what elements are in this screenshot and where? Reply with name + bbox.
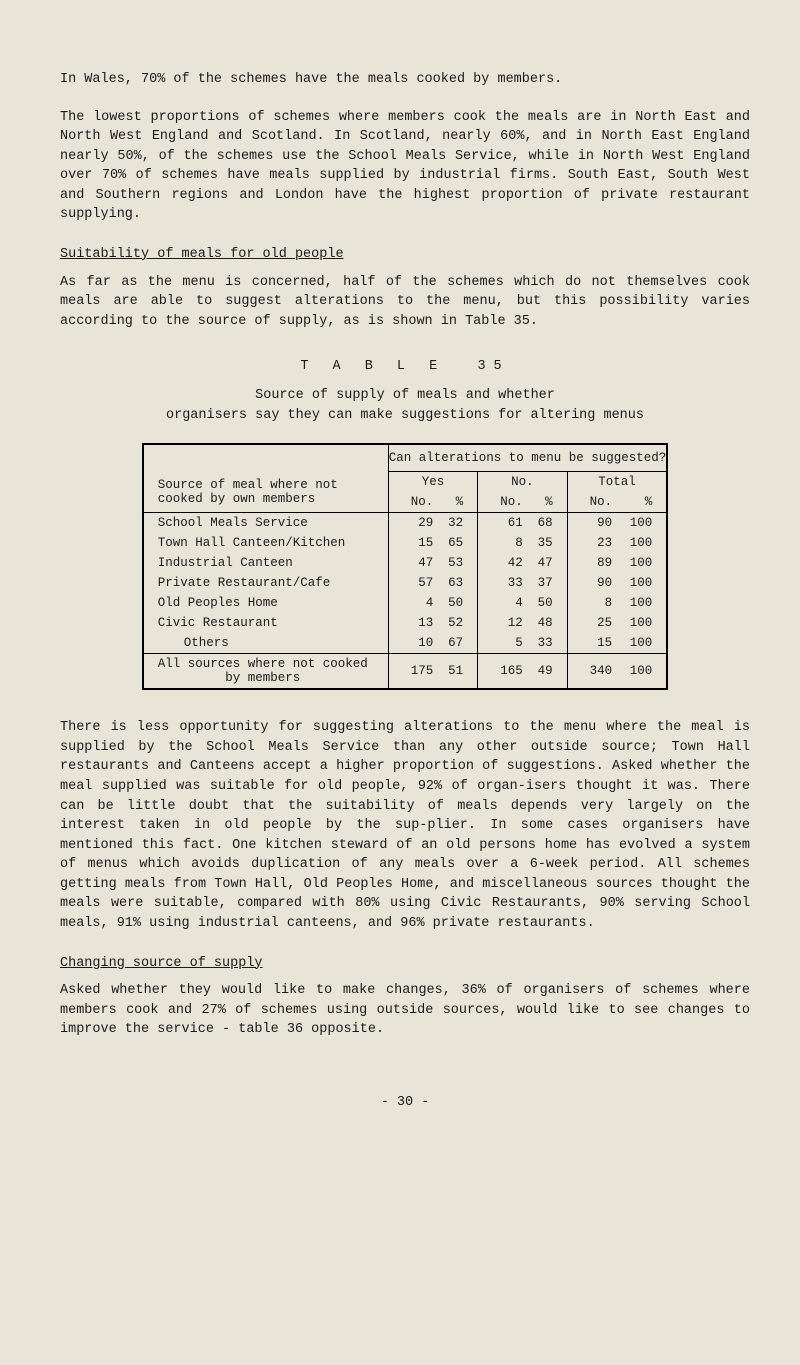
table-cell: 10 (388, 633, 435, 654)
table-cell: 90 (567, 573, 614, 593)
table-cell: 100 (614, 633, 667, 654)
table-cell: 52 (435, 613, 477, 633)
table-cell: 51 (435, 654, 477, 690)
section-heading-suitability: Suitability of meals for old people (60, 245, 750, 265)
table-cell: 100 (614, 573, 667, 593)
table-subcol-0: No. (388, 492, 435, 513)
table-cell: 4 (388, 593, 435, 613)
table-cell: 48 (525, 613, 567, 633)
table-cell: 23 (567, 533, 614, 553)
section-heading-changing-source: Changing source of supply (60, 954, 750, 974)
page-number: - 30 - (60, 1095, 750, 1110)
table-cell: 13 (388, 613, 435, 633)
table-cell: 8 (567, 593, 614, 613)
table-title-word: T A B L E (300, 359, 445, 374)
table-cell: 47 (388, 553, 435, 573)
table-cell: 68 (525, 513, 567, 534)
table-cell: 340 (567, 654, 614, 690)
table-cell: 53 (435, 553, 477, 573)
intro-paragraph-2: The lowest proportions of schemes where … (60, 108, 750, 225)
table-cell: 100 (614, 593, 667, 613)
table-subtitle-line1: Source of supply of meals and whether (255, 388, 555, 403)
table-row-label: Town Hall Canteen/Kitchen (143, 533, 389, 553)
table-stub-header: Source of meal where not cooked by own m… (143, 472, 389, 513)
table-colgroup-no: No. (478, 472, 567, 493)
section1-paragraph: As far as the menu is concerned, half of… (60, 273, 750, 332)
table-35: Can alterations to menu be suggested? So… (142, 443, 669, 690)
table-super-header: Can alterations to menu be suggested? (388, 444, 667, 472)
table-colgroup-yes: Yes (388, 472, 477, 493)
table-cell: 33 (478, 573, 525, 593)
table-cell: 15 (567, 633, 614, 654)
table-cell: 25 (567, 613, 614, 633)
table-row-label: Civic Restaurant (143, 613, 389, 633)
table-row-label: Others (143, 633, 389, 654)
table-cell: 47 (525, 553, 567, 573)
table-cell: 50 (525, 593, 567, 613)
table-cell: 12 (478, 613, 525, 633)
table-subtitle-line2: organisers say they can make suggestions… (166, 408, 644, 423)
table-row-label: School Meals Service (143, 513, 389, 534)
table-cell: 100 (614, 613, 667, 633)
table-cell: 100 (614, 654, 667, 690)
table-cell: 61 (478, 513, 525, 534)
table-stub-header-l1: Source of meal where not (158, 478, 338, 492)
table-stub-header-l2: cooked by own members (158, 492, 316, 506)
table-cell: 50 (435, 593, 477, 613)
page: In Wales, 70% of the schemes have the me… (0, 0, 800, 1150)
paragraph-after-table: There is less opportunity for suggesting… (60, 718, 750, 933)
table-cell: 35 (525, 533, 567, 553)
table-cell: 90 (567, 513, 614, 534)
table-colgroup-total: Total (567, 472, 667, 493)
table-cell: 165 (478, 654, 525, 690)
table-cell: 100 (614, 513, 667, 534)
table-row-label: Industrial Canteen (143, 553, 389, 573)
table-cell: 175 (388, 654, 435, 690)
table-cell: 57 (388, 573, 435, 593)
table-cell: 4 (478, 593, 525, 613)
table-cell: 89 (567, 553, 614, 573)
table-row-label: Old Peoples Home (143, 593, 389, 613)
table-subcol-4: No. (567, 492, 614, 513)
table-cell: 33 (525, 633, 567, 654)
table-cell: 63 (435, 573, 477, 593)
table-row-label: Private Restaurant/Cafe (143, 573, 389, 593)
table-cell: 49 (525, 654, 567, 690)
section2-paragraph: Asked whether they would like to make ch… (60, 981, 750, 1040)
table-title: T A B L E 35 (60, 359, 750, 374)
table-footer-label-l2: by members (225, 671, 300, 685)
table-subcol-3: % (525, 492, 567, 513)
intro-paragraph-1: In Wales, 70% of the schemes have the me… (60, 70, 750, 90)
table-cell: 29 (388, 513, 435, 534)
table-35-wrap: Can alterations to menu be suggested? So… (60, 443, 750, 690)
table-subtitle: Source of supply of meals and whether or… (60, 386, 750, 425)
table-cell: 8 (478, 533, 525, 553)
table-cell: 5 (478, 633, 525, 654)
table-cell: 100 (614, 533, 667, 553)
table-subcol-5: % (614, 492, 667, 513)
table-title-number: 35 (477, 359, 509, 374)
table-subcol-2: No. (478, 492, 525, 513)
table-footer-label: All sources where not cooked by members (143, 654, 389, 690)
table-cell: 100 (614, 553, 667, 573)
table-subcol-1: % (435, 492, 477, 513)
table-cell: 37 (525, 573, 567, 593)
table-footer-label-l1: All sources where not cooked (158, 657, 368, 671)
table-cell: 67 (435, 633, 477, 654)
table-cell: 15 (388, 533, 435, 553)
table-cell: 32 (435, 513, 477, 534)
table-cell: 42 (478, 553, 525, 573)
table-cell: 65 (435, 533, 477, 553)
table-stub-blank (143, 444, 389, 472)
